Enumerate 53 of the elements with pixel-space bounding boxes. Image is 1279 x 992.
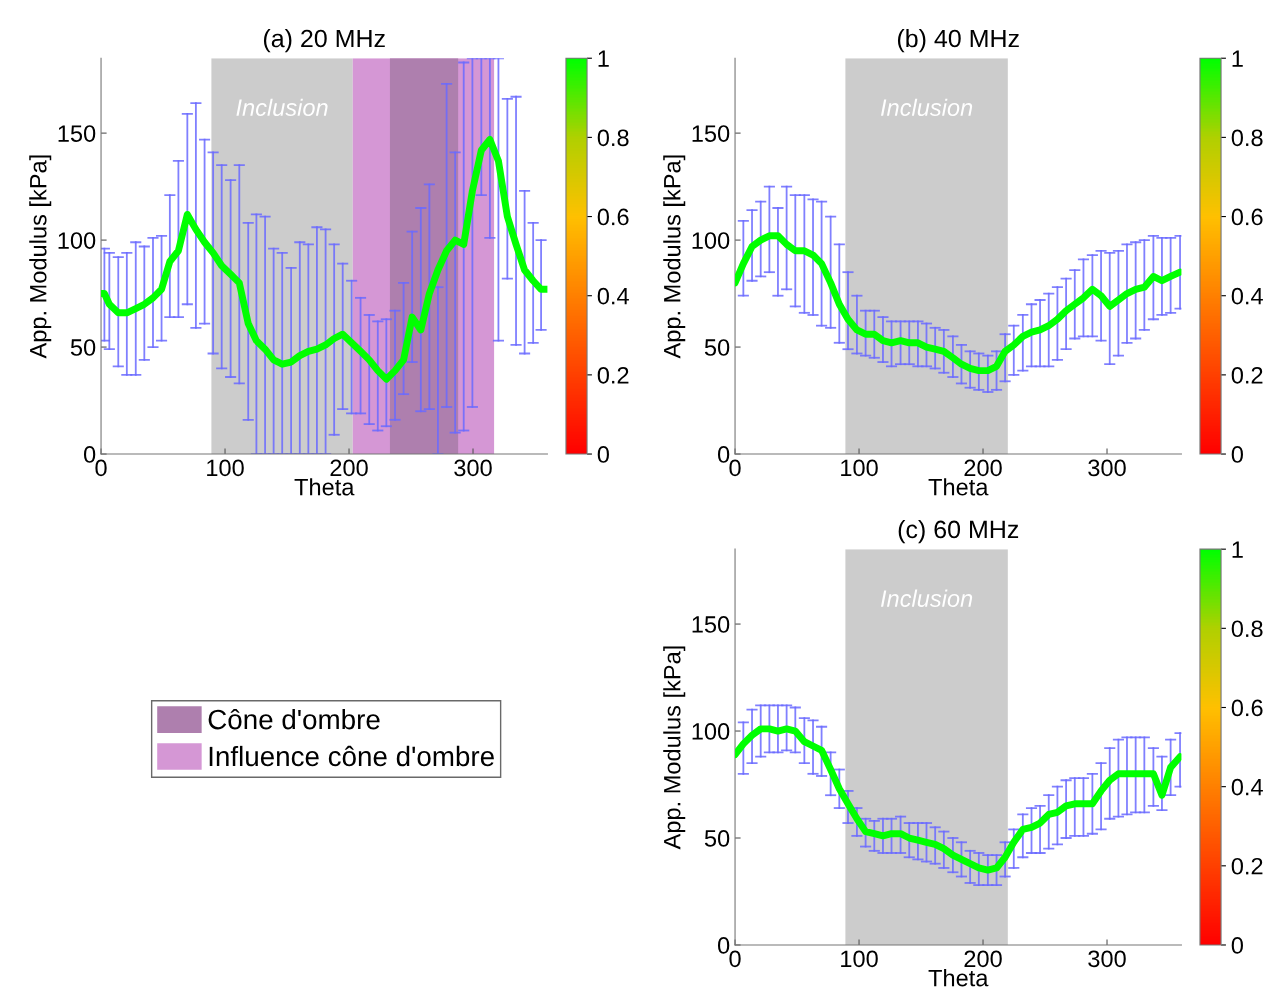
color-bar-label: 0 [1231, 446, 1243, 463]
y-axis-title: App. Modulus [kPa] [663, 155, 686, 359]
y-tick-label: 50 [704, 339, 730, 356]
x-tick-label: 300 [1088, 459, 1126, 477]
y-tick-label: 0 [83, 446, 96, 463]
color-bar-label: 0.8 [1231, 129, 1263, 147]
y-tick-label: 150 [692, 125, 730, 142]
x-tick-label: 100 [841, 459, 878, 477]
y-tick-label: 150 [692, 616, 730, 633]
x-tick-label: 300 [454, 459, 492, 477]
y-tick-label: 0 [717, 446, 730, 463]
y-tick-label: 50 [704, 830, 730, 847]
x-axis-title: Theta [928, 969, 989, 987]
y-tick-label: 100 [692, 723, 730, 740]
legend-label: Cône d'ombre [208, 708, 380, 730]
x-tick-label: 0 [95, 459, 107, 477]
color-bar-label: 1 [1232, 541, 1243, 558]
y-tick-label: 100 [692, 232, 730, 249]
color-bar-label: 0.2 [1231, 366, 1263, 384]
x-tick-label: 200 [964, 950, 1002, 968]
color-bar-label: 0.8 [1231, 620, 1263, 638]
color-bar-label: 0.4 [597, 287, 629, 305]
color-bar-label: 0.6 [1231, 699, 1263, 717]
color-bar-label: 0.4 [1231, 287, 1263, 305]
color-bar-label: 0.2 [1231, 857, 1263, 875]
color-bar-label: 0.6 [1231, 208, 1263, 226]
y-axis-title: App. Modulus [kPa] [663, 646, 686, 850]
color-bar-label: 0.8 [597, 129, 629, 147]
x-tick-label: 0 [729, 459, 741, 477]
color-bar-label: 0 [1231, 937, 1243, 954]
chart-title: (a) 20 MHz [263, 29, 385, 53]
x-tick-label: 300 [1088, 950, 1126, 968]
x-axis-title: Theta [928, 478, 989, 496]
color-bar-label: 0 [597, 446, 609, 463]
x-tick-label: 100 [207, 459, 244, 477]
x-tick-label: 100 [841, 950, 878, 968]
x-tick-label: 0 [729, 950, 741, 968]
color-bar-label: 1 [1232, 50, 1243, 67]
y-tick-label: 100 [58, 232, 96, 249]
x-tick-label: 200 [330, 459, 368, 477]
x-axis-title: Theta [294, 478, 355, 496]
color-bar-label: 0.2 [597, 366, 629, 384]
color-bar-label: 0.4 [1231, 778, 1263, 796]
color-bar-label: 0.6 [597, 208, 629, 226]
color-bar-label: 1 [598, 50, 609, 67]
y-tick-label: 150 [58, 125, 96, 142]
y-tick-label: 50 [70, 339, 96, 356]
legend-label: Influence cône d'ombre [209, 745, 494, 767]
x-tick-label: 200 [964, 459, 1002, 477]
y-tick-label: 0 [717, 937, 730, 954]
chart-title: (c) 60 MHz [898, 519, 1019, 544]
chart-title: (b) 40 MHz [897, 29, 1019, 53]
y-axis-title: App. Modulus [kPa] [29, 155, 52, 359]
